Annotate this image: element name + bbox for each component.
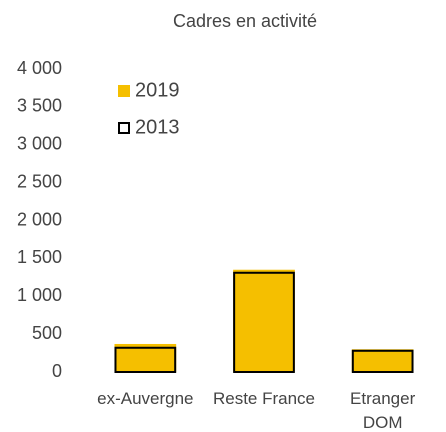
legend-label: 2013 xyxy=(135,116,180,138)
bar xyxy=(233,269,295,372)
y-tick-label: 2 000 xyxy=(17,209,62,229)
x-tick-label: Reste France xyxy=(212,389,316,408)
y-tick-label: 3 500 xyxy=(17,96,62,116)
x-tick-label: Etranger DOM xyxy=(350,389,416,432)
bar-outline xyxy=(114,346,177,374)
y-tick-label: 1 000 xyxy=(17,285,62,305)
legend-swatch xyxy=(118,85,130,97)
chart-title: Cadres en activité xyxy=(173,11,317,31)
y-tick-label: 3 000 xyxy=(17,134,62,154)
bar-outline xyxy=(233,271,295,373)
y-tick-label: 2 500 xyxy=(17,171,62,191)
x-tick-label: ex-Auvergne xyxy=(97,389,194,408)
bar-outline xyxy=(351,349,414,374)
bar xyxy=(351,349,414,372)
y-tick-label: 500 xyxy=(32,323,62,343)
legend-label: 2019 xyxy=(135,79,180,101)
y-tick-label: 1 500 xyxy=(17,247,62,267)
y-tick-label: 0 xyxy=(52,361,62,381)
legend-swatch xyxy=(118,122,130,134)
y-tick-label: 4 000 xyxy=(17,58,62,78)
